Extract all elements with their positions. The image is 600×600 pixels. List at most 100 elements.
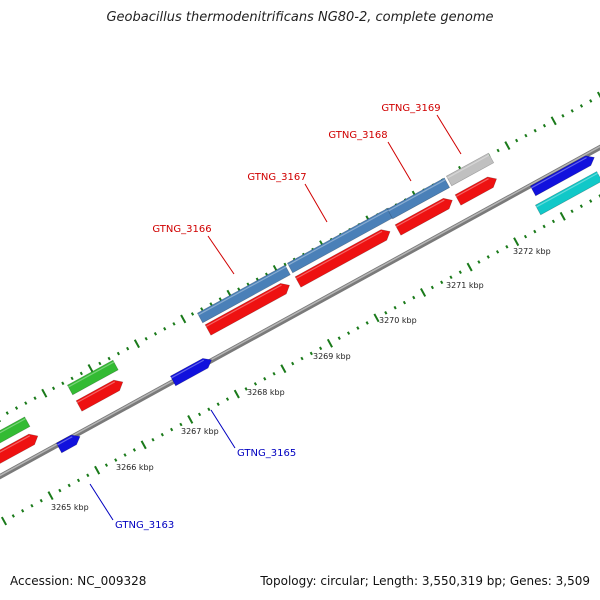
tick-mark — [123, 453, 127, 457]
tick-mark — [570, 209, 574, 214]
tick-mark — [579, 104, 584, 108]
gene-label-gtng_3163: GTNG_3163 — [115, 520, 174, 531]
tick-mark — [533, 128, 537, 133]
feature-highlight — [68, 361, 115, 388]
gene-label-gtng_3168: GTNG_3168 — [328, 130, 387, 141]
map-title: Geobacillus thermodenitrificans NG80-2, … — [106, 10, 494, 25]
tick-mark — [589, 199, 593, 203]
tick-mark — [107, 356, 111, 361]
tick-mark — [263, 377, 267, 381]
cds-red-6 — [454, 176, 497, 206]
cds-red-4 — [294, 229, 391, 288]
tick-mark — [559, 211, 566, 221]
kbp-label: 3272 kbp — [513, 247, 551, 256]
tick-mark — [589, 99, 593, 103]
tick-mark — [160, 432, 164, 437]
tick-mark — [449, 275, 453, 280]
tick-mark — [550, 116, 557, 126]
tick-mark — [495, 250, 500, 254]
gene-features — [0, 152, 600, 464]
leader-line — [387, 141, 412, 182]
tick-mark — [207, 407, 211, 412]
tick-mark — [515, 138, 519, 143]
tick-mark — [33, 396, 37, 400]
tick-mark — [47, 491, 54, 501]
cds-red-5 — [394, 197, 453, 236]
feature-highlight — [295, 230, 383, 280]
tick-mark — [151, 437, 155, 442]
cds-green-left — [0, 416, 31, 444]
feature-highlight — [0, 418, 26, 434]
leader-line — [304, 183, 328, 223]
tick-mark — [114, 458, 118, 462]
feature-highlight — [76, 381, 116, 404]
tick-mark — [579, 204, 583, 208]
label-leaders: GTNG_3166 GTNG_3167 GTNG_3168 GTNG_3169 GTNG… — [89, 103, 462, 531]
tick-mark — [14, 406, 19, 410]
cds-gtng-3169 — [445, 152, 495, 187]
tick-mark — [384, 311, 388, 315]
tick-mark — [300, 356, 304, 361]
tick-mark — [326, 338, 333, 348]
feature-highlight — [198, 266, 287, 316]
leader-line — [436, 114, 462, 155]
tick-mark — [504, 141, 511, 150]
tick-mark — [94, 465, 101, 475]
tick-mark — [11, 514, 15, 518]
tick-mark — [21, 509, 25, 513]
tick-mark — [430, 285, 434, 290]
cds-gtng-3166 — [196, 264, 291, 324]
gene-label-gtng_3165: GTNG_3165 — [237, 448, 296, 459]
tick-mark — [280, 364, 287, 374]
tick-mark — [58, 488, 62, 493]
cds-blue-right — [529, 155, 595, 197]
tick-mark — [420, 288, 427, 297]
tick-mark — [172, 322, 176, 326]
tick-mark — [61, 381, 65, 386]
gene-label-gtng_3167: GTNG_3167 — [247, 172, 306, 183]
feature-highlight — [447, 154, 490, 179]
feature-highlight — [536, 172, 598, 208]
feature-highlight — [455, 178, 489, 198]
cds-red-3 — [204, 283, 290, 336]
tick-mark — [39, 498, 43, 503]
kbp-label: 3269 kbp — [313, 352, 351, 361]
tick-mark — [133, 339, 140, 349]
kbp-label: 3265 kbp — [51, 503, 89, 512]
tick-mark — [477, 260, 481, 264]
cds-green-mid — [66, 359, 119, 396]
tick-mark — [233, 389, 240, 399]
tick-mark — [496, 148, 500, 153]
tick-mark — [283, 262, 287, 267]
tick-mark — [524, 133, 528, 138]
tick-mark — [523, 234, 528, 239]
feature-highlight — [531, 157, 587, 189]
kbp-scale-labels: 3265 kbp 3266 kbp 3267 kbp 3268 kbp 3269 kbp… — [51, 247, 551, 512]
tick-mark — [237, 287, 241, 291]
outer-tick-ring — [0, 91, 600, 423]
gene-label-gtng_3169: GTNG_3169 — [381, 103, 440, 114]
tick-mark — [373, 313, 380, 323]
tick-mark — [561, 114, 565, 118]
tick-mark — [466, 262, 473, 272]
tick-mark — [187, 415, 194, 424]
tick-mark — [98, 361, 102, 366]
tick-mark — [132, 448, 136, 452]
tick-mark — [51, 386, 56, 391]
tick-mark — [67, 483, 71, 488]
leader-line — [89, 483, 114, 521]
accession-text: Accession: NC_009328 — [10, 574, 147, 588]
feature-highlight — [388, 179, 446, 212]
tick-mark — [104, 463, 109, 467]
tick-mark — [393, 305, 397, 310]
tick-mark — [76, 478, 81, 483]
feature-highlight — [57, 436, 73, 446]
feature-highlight — [205, 284, 282, 328]
tick-mark — [253, 382, 258, 386]
tick-mark — [542, 224, 546, 229]
tick-mark — [486, 255, 490, 259]
tick-mark — [309, 351, 313, 356]
feature-highlight — [171, 359, 205, 379]
tick-mark — [244, 387, 248, 391]
